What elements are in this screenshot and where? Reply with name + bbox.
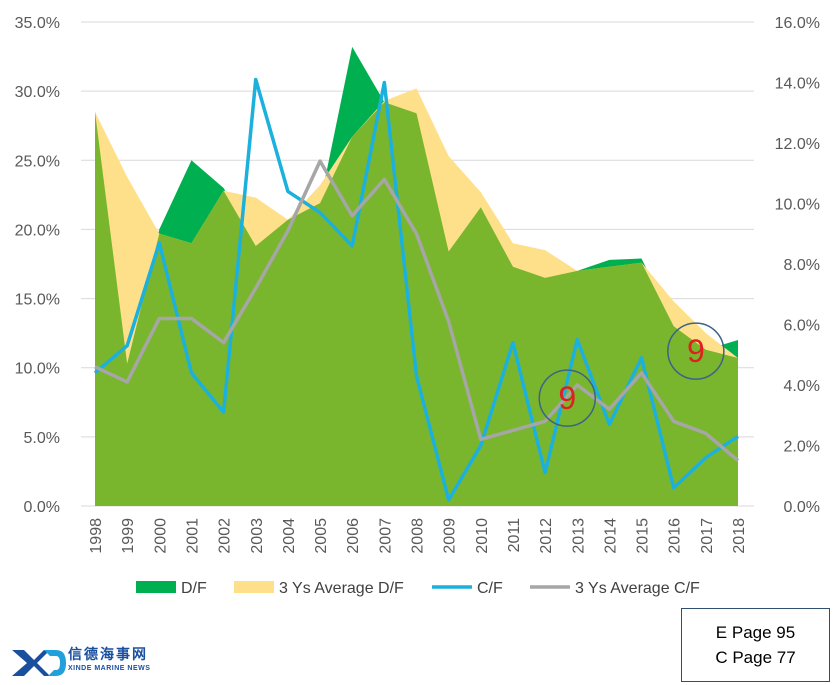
- y-right-tick-label: 4.0%: [784, 378, 820, 395]
- legend: D/F 3 Ys Average D/F C/F 3 Ys Average C/F: [136, 580, 700, 597]
- y-left-tick-label: 25.0%: [15, 153, 60, 170]
- y-right-tick-label: 16.0%: [775, 15, 820, 32]
- annotation-circle: [538, 369, 596, 427]
- logo-chinese-name: 信德海事网: [68, 647, 148, 663]
- xinde-logo: [10, 644, 180, 678]
- x-tick-label: 2011: [506, 518, 523, 553]
- x-tick-label: 2018: [731, 518, 748, 554]
- annotation-circle: [667, 322, 725, 380]
- y-right-tick-label: 2.0%: [784, 439, 820, 456]
- y-left-tick-label: 5.0%: [24, 430, 60, 447]
- y-axis-right: 0.0% 2.0% 4.0% 6.0% 8.0% 10.0% 12.0% 14.0% 16.0%: [775, 15, 820, 516]
- line-3-ys-average-c-f: [94, 159, 740, 462]
- logo-mark-icon: [12, 650, 66, 676]
- legend-label: D/F: [181, 580, 207, 597]
- y-left-tick-label: 0.0%: [24, 499, 60, 516]
- x-tick-label: 2005: [313, 518, 330, 554]
- x-tick-label: 2001: [184, 518, 201, 554]
- y-left-tick-label: 30.0%: [15, 84, 60, 101]
- x-tick-label: 2012: [538, 518, 555, 554]
- y-right-tick-label: 6.0%: [784, 318, 820, 335]
- y-right-tick-label: 14.0%: [775, 76, 820, 93]
- x-tick-label: 1999: [120, 518, 137, 554]
- area-series: [95, 46, 738, 507]
- x-tick-label: 2003: [249, 518, 266, 554]
- page-ref-chinese: C Page 77: [715, 648, 796, 667]
- logo-english-name: XINDE MARINE NEWS: [68, 665, 151, 672]
- y-right-tick-label: 10.0%: [775, 197, 820, 214]
- line-series: [93, 77, 740, 502]
- annotations: 99: [538, 322, 725, 427]
- area-overlap: [95, 102, 738, 506]
- y-right-tick-label: 12.0%: [775, 136, 820, 153]
- x-tick-label: 2007: [377, 518, 394, 554]
- x-tick-label: 2002: [217, 518, 234, 554]
- y-left-tick-label: 35.0%: [15, 15, 60, 32]
- legend-label: C/F: [477, 580, 503, 597]
- x-tick-label: 1998: [88, 518, 105, 554]
- x-tick-label: 2010: [474, 518, 491, 554]
- x-tick-label: 2004: [281, 518, 298, 554]
- y-axis-left: 0.0% 5.0% 10.0% 15.0% 20.0% 25.0% 30.0% 35.0%: [15, 15, 60, 516]
- x-tick-label: 2006: [345, 518, 362, 554]
- x-tick-label: 2000: [152, 518, 169, 554]
- x-tick-label: 2015: [635, 518, 652, 554]
- x-tick-label: 2016: [667, 518, 684, 554]
- page-ref-english: E Page 95: [715, 623, 796, 642]
- x-tick-label: 2017: [699, 518, 716, 554]
- x-tick-label: 2008: [410, 518, 427, 554]
- x-tick-label: 2013: [570, 518, 587, 554]
- y-left-tick-label: 20.0%: [15, 222, 60, 239]
- y-right-tick-label: 0.0%: [784, 499, 820, 516]
- annotation-label: 9: [687, 333, 705, 369]
- page-reference-box: E Page 95 C Page 77: [681, 608, 830, 682]
- line-c-f: [93, 77, 739, 502]
- x-axis: 1998 1999 2000 2001 2002 2003 2004 2005 2006 2007…: [88, 518, 748, 554]
- legend-label: 3 Ys Average C/F: [575, 580, 700, 597]
- legend-swatch: [234, 581, 274, 593]
- x-tick-label: 2009: [442, 518, 459, 554]
- annotation-label: 9: [558, 380, 576, 416]
- legend-label: 3 Ys Average D/F: [279, 580, 404, 597]
- legend-swatch: [136, 581, 176, 593]
- chart: 0.0% 5.0% 10.0% 15.0% 20.0% 25.0% 30.0% 35.0% 0…: [15, 15, 820, 597]
- y-right-tick-label: 8.0%: [784, 257, 820, 274]
- y-left-tick-label: 15.0%: [15, 292, 60, 309]
- x-tick-label: 2014: [602, 518, 619, 554]
- y-left-tick-label: 10.0%: [15, 361, 60, 378]
